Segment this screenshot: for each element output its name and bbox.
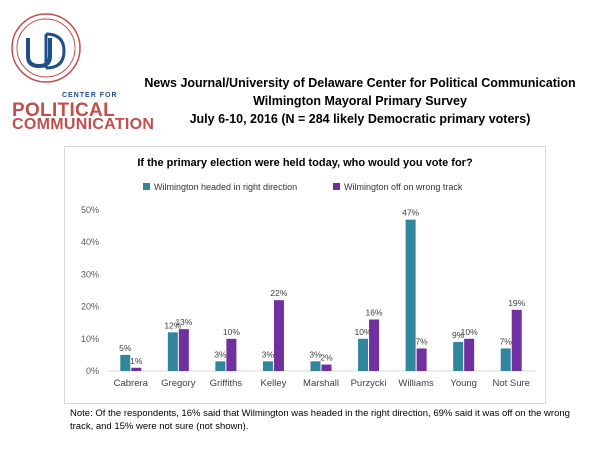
x-tick-label: Gregory <box>161 378 196 389</box>
data-label: 3% <box>214 349 227 359</box>
x-tick-label: Griffiths <box>210 378 243 389</box>
header-line-1: News Journal/University of Delaware Cent… <box>144 76 576 90</box>
chart-title: If the primary election were held today,… <box>137 157 473 169</box>
legend-item-right-direction: Wilmington headed in right direction <box>143 182 297 192</box>
x-tick-label: Purzycki <box>351 378 387 389</box>
data-label: 1% <box>130 356 143 366</box>
report-header: News Journal/University of Delaware Cent… <box>140 74 580 128</box>
bar-kelley-series-1 <box>262 361 273 371</box>
bar-gregory-series-1 <box>167 332 178 371</box>
data-label: 10% <box>355 327 372 337</box>
legend-label-wrong-track: Wilmington off on wrong track <box>344 182 463 192</box>
data-label: 2% <box>320 353 333 363</box>
x-tick-label: Marshall <box>303 378 339 389</box>
bar-gregory-series-2 <box>178 329 189 371</box>
data-label: 7% <box>500 336 513 346</box>
y-tick-label: 10% <box>81 334 99 344</box>
data-label: 13% <box>175 317 192 327</box>
data-label: 3% <box>309 349 322 359</box>
data-label: 16% <box>366 307 383 317</box>
bar-williams-series-2 <box>416 348 427 371</box>
bar-marshall-series-1 <box>310 361 321 371</box>
y-tick-label: 30% <box>81 269 99 279</box>
y-tick-label: 20% <box>81 302 99 312</box>
y-tick-label: 40% <box>81 237 99 247</box>
bar-not-sure-series-2 <box>511 309 522 371</box>
x-tick-label: Young <box>450 378 477 389</box>
bar-not-sure-series-1 <box>500 348 511 371</box>
header-line-2: Wilmington Mayoral Primary Survey <box>253 94 467 108</box>
data-label: 7% <box>415 336 428 346</box>
logo-communication: COMMUNICATION <box>12 116 155 133</box>
bar-purzycki-series-2 <box>369 319 380 371</box>
bar-young-series-2 <box>464 338 475 371</box>
data-label: 19% <box>508 298 525 308</box>
data-label: 9% <box>452 330 465 340</box>
data-label: 22% <box>270 288 287 298</box>
data-label: 5% <box>119 343 132 353</box>
x-tick-label: Williams <box>398 378 434 389</box>
legend-swatch-right-direction <box>143 183 150 190</box>
bar-cabrera-series-1 <box>120 354 131 371</box>
bar-chart-plot: 0% 10% 20% 30% 40% 50% 5% 1% Cabrera 12%13% Gregor… <box>81 205 535 389</box>
logo-center-for: CENTER FOR <box>62 92 118 99</box>
legend-label-right-direction: Wilmington headed in right direction <box>154 182 298 192</box>
bar-kelley-series-2 <box>273 300 284 371</box>
bar-purzycki-series-1 <box>358 338 369 371</box>
x-tick-label: Cabrera <box>114 378 149 389</box>
bar-marshall-series-2 <box>321 364 332 371</box>
logo-political: POLITICAL <box>12 100 115 121</box>
footnote: Note: Of the respondents, 16% said that … <box>70 408 570 432</box>
logo: CENTER FOR POLITICAL COMMUNICATION <box>6 8 154 133</box>
bar-griffiths-series-1 <box>215 361 226 371</box>
chart-container: If the primary election were held today,… <box>64 146 546 404</box>
header-line-3: July 6-10, 2016 (N = 284 likely Democrat… <box>189 112 531 126</box>
legend-item-wrong-track: Wilmington off on wrong track <box>333 182 462 192</box>
data-label: 12% <box>164 320 181 330</box>
bar-cabrera-series-2 <box>131 367 142 371</box>
data-label: 10% <box>223 327 240 337</box>
ud-seal-icon <box>11 13 81 83</box>
x-tick-label: Kelley <box>261 378 287 389</box>
bar-griffiths-series-2 <box>226 338 237 371</box>
data-label: 10% <box>461 327 478 337</box>
y-tick-label: 50% <box>81 205 99 215</box>
data-label: 47% <box>402 208 419 218</box>
x-tick-label: Not Sure <box>492 378 530 389</box>
y-tick-label: 0% <box>86 366 99 376</box>
legend-swatch-wrong-track <box>333 183 340 190</box>
bar-williams-series-1 <box>405 219 416 371</box>
bar-young-series-1 <box>453 342 464 371</box>
data-label: 3% <box>262 349 275 359</box>
